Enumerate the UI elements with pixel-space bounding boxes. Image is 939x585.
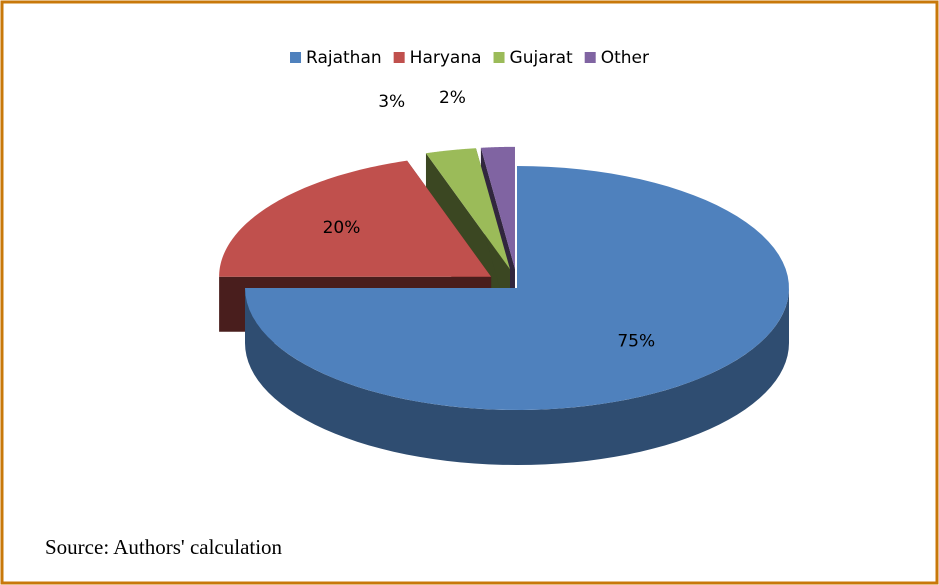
data-label: 20%	[323, 218, 361, 238]
slice-top	[219, 160, 492, 277]
legend-label: Other	[601, 48, 649, 68]
data-label: 3%	[378, 92, 405, 112]
legend-swatch	[584, 52, 596, 63]
legend-label: Haryana	[410, 48, 482, 68]
slice-wall	[245, 288, 789, 465]
slice-top	[480, 146, 515, 269]
legend-swatch	[393, 52, 405, 63]
slice-top	[245, 166, 789, 410]
legend-swatch	[493, 52, 505, 63]
legend: Rajathan Haryana Gujarat Other	[290, 48, 649, 68]
legend-label: Gujarat	[510, 48, 573, 68]
slice	[245, 166, 789, 465]
legend-swatch	[290, 52, 302, 63]
legend-label: Rajathan	[306, 48, 382, 68]
source-note: Source: Authors' calculation	[45, 535, 283, 559]
data-label: 75%	[617, 331, 655, 351]
data-label: 2%	[439, 88, 466, 108]
slice-top	[425, 148, 511, 270]
